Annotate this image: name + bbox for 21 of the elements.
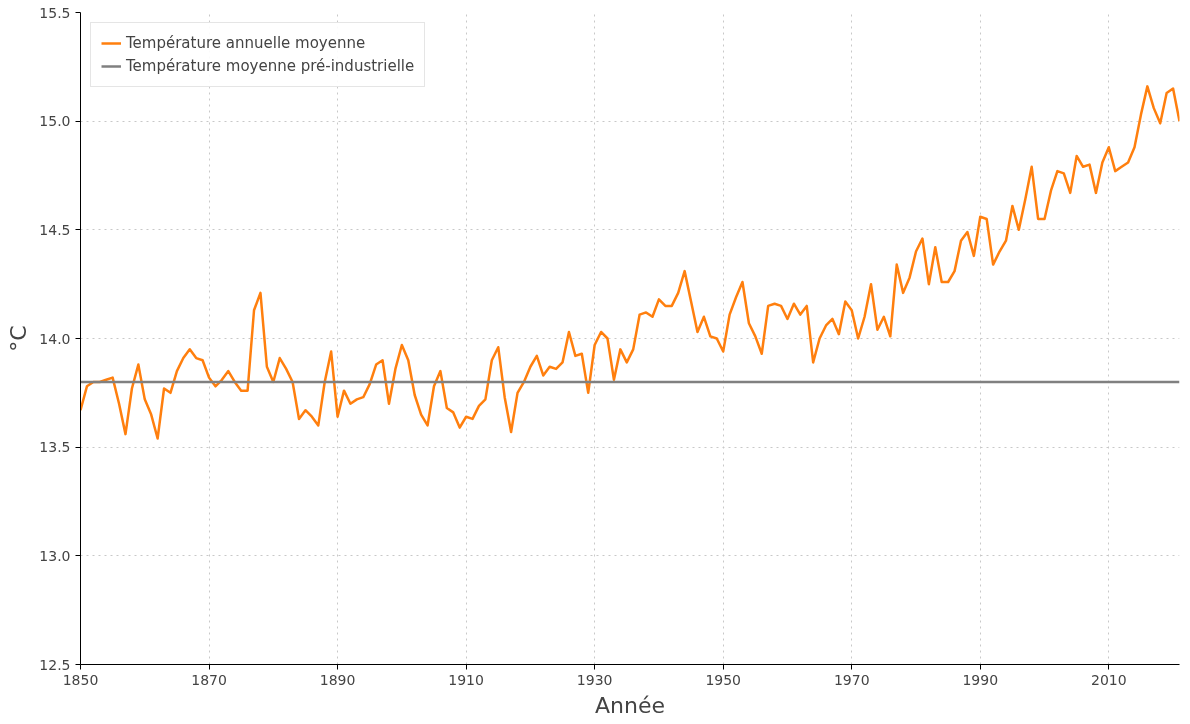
x-tick-label: 1950: [705, 671, 742, 688]
x-axis-title: Année: [595, 692, 666, 718]
y-tick-label: 15.0: [39, 113, 71, 130]
x-tick-label: 1930: [576, 671, 613, 688]
legend-label: Température moyenne pré-industrielle: [126, 57, 415, 75]
y-tick-label: 12.5: [39, 656, 71, 673]
y-tick-label: 15.5: [39, 4, 71, 21]
x-tick-label: 1910: [448, 671, 484, 688]
x-tick-label: 2010: [1090, 671, 1127, 688]
x-tick-label: 1870: [191, 671, 227, 688]
line-series: [80, 85, 1180, 440]
y-tick-label: 13.0: [39, 547, 71, 564]
y-tick-label: 14.0: [39, 330, 71, 347]
y-axis-title: °C: [6, 325, 32, 352]
y-tick-label: 13.5: [39, 439, 71, 456]
x-tick-label: 1990: [962, 671, 999, 688]
x-tick-label: 1970: [833, 671, 870, 688]
y-tick-label: 14.5: [39, 221, 71, 238]
x-tick-label: 1850: [62, 671, 99, 688]
x-tick-label: 1890: [319, 671, 356, 688]
legend-label: Température annuelle moyenne: [126, 34, 366, 52]
